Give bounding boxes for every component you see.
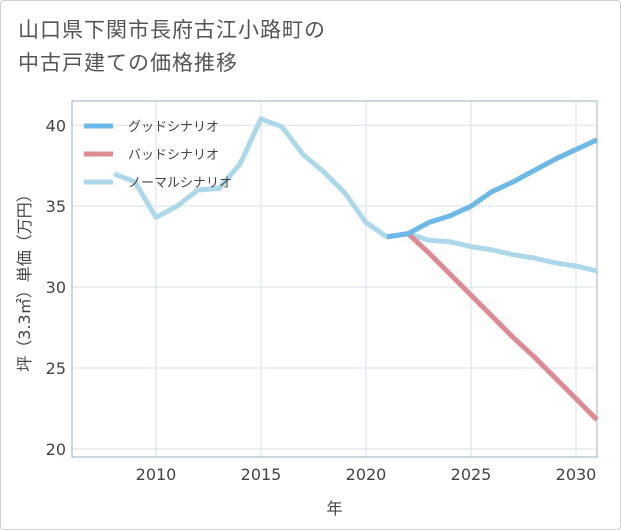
x-tick-label: 2025 xyxy=(451,465,492,484)
series-line-2 xyxy=(113,116,598,274)
y-tick-label: 35 xyxy=(46,197,66,216)
series-line-1 xyxy=(386,231,599,422)
series-line-0 xyxy=(386,137,599,240)
x-tick-label: 2010 xyxy=(136,465,177,484)
x-tick-label: 2020 xyxy=(346,465,387,484)
grid xyxy=(72,101,597,457)
plot-area xyxy=(71,100,598,458)
chart-title: 山口県下関市長府古江小路町の 中古戸建ての価格推移 xyxy=(18,18,326,75)
y-tick-label: 20 xyxy=(46,440,66,459)
x-tick-label: 2030 xyxy=(556,465,597,484)
y-axis-label: 坪（3.3㎡）単価（万円） xyxy=(15,186,34,371)
y-tick-label: 25 xyxy=(46,359,66,378)
legend-label: グッドシナリオ xyxy=(128,120,219,135)
legend-label: バッドシナリオ xyxy=(128,148,219,163)
series-lines xyxy=(113,116,599,422)
y-tick-label: 30 xyxy=(46,278,66,297)
legend-label: ノーマルシナリオ xyxy=(128,176,232,191)
x-axis-label: 年 xyxy=(326,499,342,518)
y-tick-label: 40 xyxy=(46,116,66,135)
x-tick-label: 2015 xyxy=(241,465,282,484)
